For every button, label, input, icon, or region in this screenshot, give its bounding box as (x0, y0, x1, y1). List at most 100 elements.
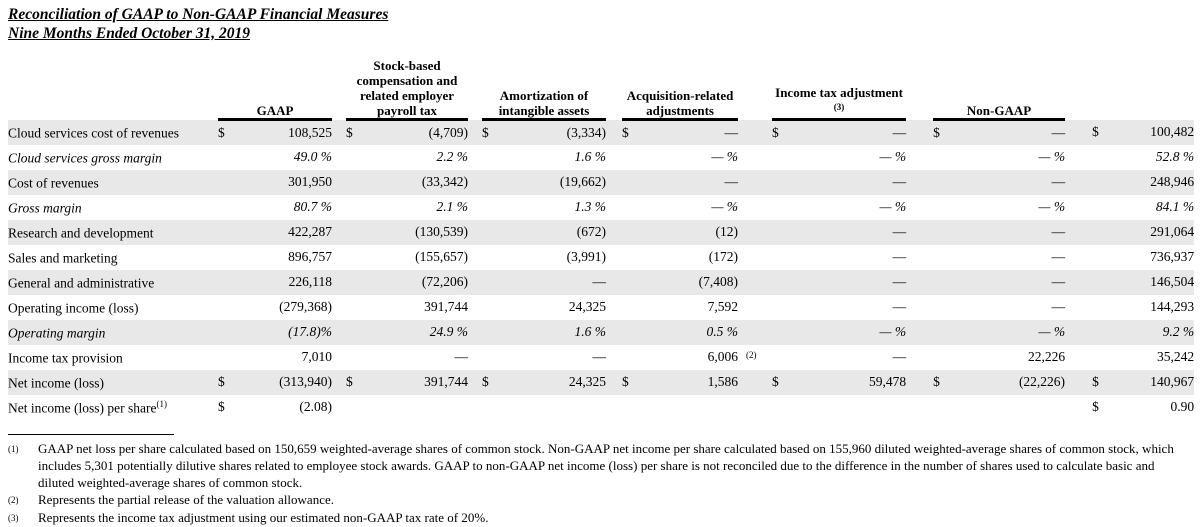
spacer-cell (738, 195, 772, 220)
value-cell: 391,744 (424, 374, 469, 390)
dollar-sign-cell (772, 195, 794, 220)
dollar-sign-cell (482, 245, 504, 270)
spacer-cell (606, 195, 622, 220)
value-cell: — (592, 349, 607, 365)
value-cell: (33,342) (421, 174, 469, 190)
dollar-sign-cell (218, 270, 240, 295)
dollar-sign-cell (218, 195, 240, 220)
value-cell: 6,006 (707, 349, 739, 365)
value-cell: (22,226) (1018, 374, 1066, 390)
table-header: GAAP Stock-based compensation and relate… (8, 55, 1194, 122)
document-title: Reconciliation of GAAP to Non-GAAP Finan… (8, 6, 1192, 44)
dollar-sign-cell (933, 170, 955, 195)
value-cell: 144,293 (1150, 299, 1195, 315)
dollar-sign-cell (772, 220, 794, 245)
value-cell: (279,368) (279, 299, 332, 315)
dollar-sign-cell (346, 395, 368, 420)
value-cell: — (892, 249, 907, 265)
row-label-cell: Gross margin (8, 195, 218, 220)
dollar-sign-cell (1092, 195, 1112, 220)
row-label-footnote-ref: (1) (156, 398, 167, 409)
spacer-cell (1065, 195, 1092, 220)
dollar-sign-cell (1092, 295, 1112, 320)
spacer-cell (906, 295, 933, 320)
dollar-sign-cell (772, 345, 794, 370)
cell-footnote-ref (738, 146, 746, 151)
footnote-divider (8, 433, 174, 435)
dollar-sign-cell (772, 395, 794, 420)
dollar-sign-cell (218, 220, 240, 245)
value-cell: 59,478 (868, 374, 907, 390)
dollar-sign-cell (482, 270, 504, 295)
spacer-cell (1065, 395, 1092, 420)
value-cell: — % (879, 149, 907, 165)
value-cell: 248,946 (1150, 174, 1195, 190)
spacer-cell (906, 370, 933, 395)
dollar-sign-cell (346, 345, 368, 370)
cell-footnote-ref (738, 321, 746, 326)
spacer-cell (606, 170, 622, 195)
dollar-sign-cell (1092, 270, 1112, 295)
dollar-sign-cell (933, 345, 955, 370)
spacer-cell (468, 220, 482, 245)
value-cell: 301,950 (288, 174, 332, 190)
spacer (332, 56, 346, 120)
spacer-cell (468, 245, 482, 270)
value-cell: — (892, 274, 907, 290)
value-cell: 391,744 (424, 299, 469, 315)
spacer-cell (906, 395, 933, 420)
dollar-sign-cell (482, 320, 504, 345)
spacer-cell (738, 370, 772, 395)
document-title-line1: Reconciliation of GAAP to Non-GAAP Finan… (8, 6, 389, 23)
spacer-cell (332, 345, 346, 370)
spacer-cell (906, 220, 933, 245)
footnote-ref-3: (3) (833, 101, 845, 112)
value-cell: — (1051, 125, 1066, 141)
cell-footnote-ref (738, 196, 746, 201)
table-row: Cost of revenues 301,950 (33,342) (19,66… (8, 169, 1195, 195)
dollar-sign-cell: $ (772, 374, 779, 390)
cell-footnote-ref (738, 296, 746, 301)
value-cell: — (1051, 274, 1066, 290)
value-cell: — (892, 125, 907, 141)
spacer-cell (1065, 270, 1092, 295)
value-cell: 22,226 (1027, 349, 1066, 365)
value-cell: 422,287 (288, 224, 332, 240)
spacer-cell (606, 320, 622, 345)
value-cell: 49.0 % (293, 149, 332, 165)
row-label: Operating margin (8, 325, 106, 341)
row-label: General and administrative (8, 275, 155, 291)
dollar-sign-cell (346, 245, 368, 270)
spacer-cell (468, 145, 482, 170)
value-cell: 108,525 (288, 125, 332, 141)
value-cell (644, 395, 738, 420)
spacer-cell (468, 120, 482, 145)
footnote-1-marker: (1) (8, 443, 19, 454)
value-cell: (4,709) (428, 125, 469, 141)
table-row: General and administrative 226,118 (72,2… (8, 269, 1195, 295)
value-cell: 52.8 % (1155, 149, 1195, 165)
dollar-sign-cell (1092, 220, 1112, 245)
row-label-cell: Cloud services cost of revenues (8, 120, 218, 145)
value-cell: 100,482 (1150, 124, 1195, 140)
dollar-sign-cell: $ (1092, 399, 1099, 415)
value-cell: — (454, 349, 469, 365)
dollar-sign-cell (346, 270, 368, 295)
col-header-stock-comp: Stock-based compensation and related emp… (346, 55, 469, 122)
value-cell: 1.3 % (574, 199, 607, 215)
footnote-1-text: GAAP net loss per share calculated based… (38, 440, 1174, 490)
spacer-cell (1065, 120, 1092, 145)
col-header-amortization: Amortization of intangible assets (482, 55, 607, 122)
dollar-sign-cell (772, 295, 794, 320)
value-cell: (155,657) (415, 249, 469, 265)
spacer-cell (606, 270, 622, 295)
row-label: Net income (loss) per share (8, 400, 157, 416)
dollar-sign-cell: $ (1092, 374, 1099, 390)
row-label-cell: Operating margin (8, 320, 218, 345)
value-cell: — % (1038, 324, 1066, 340)
spacer-cell (468, 320, 482, 345)
dollar-sign-cell (346, 220, 368, 245)
value-cell: 84.1 % (1155, 199, 1195, 215)
dollar-sign-cell (482, 395, 504, 420)
